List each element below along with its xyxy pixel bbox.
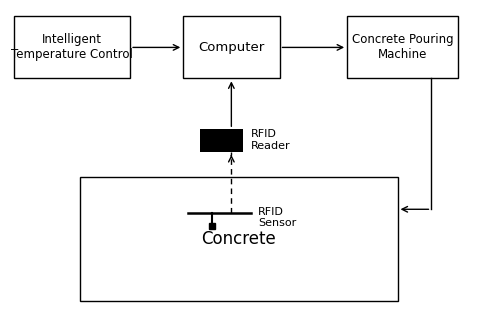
- FancyBboxPatch shape: [200, 129, 243, 152]
- FancyBboxPatch shape: [14, 16, 130, 78]
- Text: Concrete Pouring
Machine: Concrete Pouring Machine: [352, 33, 453, 61]
- Text: Concrete: Concrete: [201, 230, 276, 248]
- Text: Computer: Computer: [198, 41, 265, 54]
- FancyBboxPatch shape: [183, 16, 280, 78]
- FancyBboxPatch shape: [347, 16, 458, 78]
- Text: RFID
Sensor: RFID Sensor: [258, 207, 296, 228]
- FancyBboxPatch shape: [80, 177, 398, 301]
- Text: RFID
Reader: RFID Reader: [251, 129, 290, 151]
- Text: Intelligent
Temperature Control: Intelligent Temperature Control: [12, 33, 133, 61]
